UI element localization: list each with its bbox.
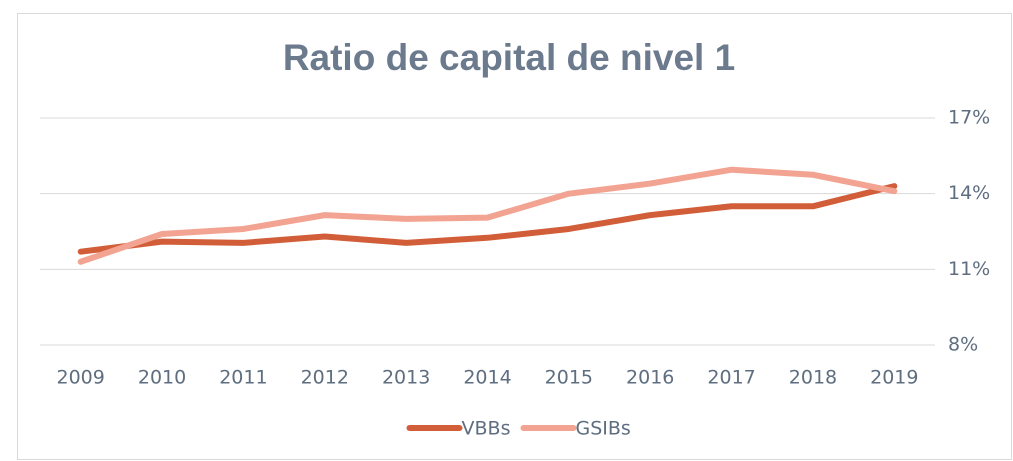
x-tick-label: 2014: [463, 367, 511, 389]
x-tick-label: 2013: [382, 367, 430, 389]
x-tick-label: 2016: [626, 367, 674, 389]
line-series: [77, 183, 898, 255]
y-tick-label: 11%: [948, 258, 990, 280]
x-tick-label: 2012: [301, 367, 349, 389]
x-tick-label: 2009: [57, 367, 105, 389]
y-tick-label: 8%: [948, 334, 978, 356]
x-tick-label: 2010: [138, 367, 186, 389]
legend-label: GSIBs: [576, 418, 631, 440]
legend-label: VBBs: [462, 418, 511, 440]
y-tick-label: 14%: [948, 182, 990, 204]
x-tick-label: 2015: [545, 367, 593, 389]
line-series: [77, 166, 898, 265]
x-tick-label: 2011: [219, 367, 267, 389]
x-tick-label: 2019: [870, 367, 918, 389]
x-tick-label: 2018: [789, 367, 837, 389]
x-tick-label: 2017: [707, 367, 755, 389]
y-tick-label: 17%: [948, 107, 990, 129]
chart-title: Ratio de capital de nivel 1: [283, 37, 735, 78]
